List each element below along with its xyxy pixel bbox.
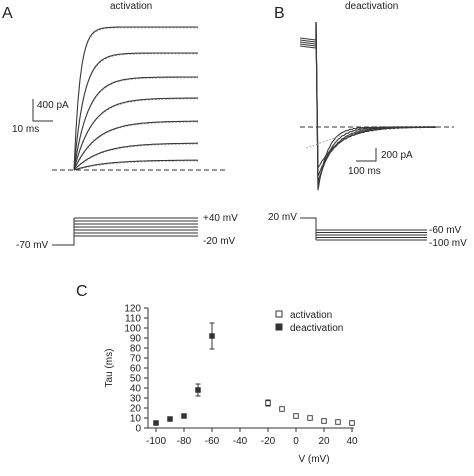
- x-tick-label: -40: [233, 436, 248, 447]
- activation-fit-7: [77, 160, 198, 170]
- activation-fit-3: [77, 77, 198, 148]
- y-tick-label: 0: [135, 424, 141, 435]
- legend-label-deactivation: deactivation: [290, 323, 343, 334]
- deactivation-trace-4: [299, 21, 437, 177]
- legend-label-activation: activation: [290, 310, 332, 321]
- panel-b-letter: B: [274, 5, 285, 22]
- panel-b-title: deactivation: [345, 1, 398, 12]
- activation-trace-6: [73, 142, 198, 171]
- activation-point: [265, 400, 271, 406]
- legend-marker-deactivation: [275, 323, 283, 331]
- y-tick-label: 120: [124, 304, 141, 315]
- deactivation-trace-5: [299, 21, 437, 169]
- activation-protocol: [52, 217, 198, 246]
- deactivation-trace-2: [299, 21, 437, 187]
- y-axis-label: Tau (ms): [104, 349, 115, 388]
- panel-a-title: activation: [110, 1, 152, 12]
- x-tick-label: 40: [346, 436, 358, 447]
- panel-c-letter: C: [76, 283, 88, 300]
- deactivation-scale-x-label: 100 ms: [348, 166, 381, 177]
- deactivation-point: [181, 413, 187, 419]
- activation-top-label: +40 mV: [203, 213, 238, 224]
- deactivation-scale-bar: [356, 148, 377, 162]
- activation-point: [321, 418, 327, 424]
- deactivation-protocol: [300, 217, 427, 241]
- x-tick-label: -60: [205, 436, 220, 447]
- deactivation-point: [209, 333, 215, 339]
- y-tick-label: 20: [130, 404, 142, 415]
- deactivation-trace-3: [299, 21, 437, 183]
- activation-trace-5: [73, 120, 198, 171]
- y-tick-label: 40: [130, 384, 142, 395]
- legend-marker-activation: [275, 310, 283, 318]
- y-tick-label: 90: [130, 334, 142, 345]
- activation-bottom-label: -20 mV: [203, 236, 236, 247]
- panel-a-letter: A: [2, 5, 13, 22]
- y-tick-label: 50: [130, 374, 142, 385]
- deactivation-current-traces: [299, 21, 437, 191]
- activation-hold-label: -70 mV: [16, 240, 49, 251]
- activation-trace-2: [73, 52, 198, 171]
- x-tick-label: -100: [146, 436, 166, 447]
- activation-fit-5: [77, 121, 198, 163]
- activation-trace-4: [73, 97, 198, 171]
- activation-scale-x-label: 10 ms: [12, 124, 39, 135]
- activation-fit-1: [77, 27, 198, 102]
- deactivation-scale-y-label: 200 pA: [381, 150, 413, 161]
- deactivation-fit: [305, 135, 341, 149]
- y-tick-label: 30: [130, 394, 142, 405]
- y-tick-label: 110: [125, 314, 141, 325]
- activation-trace-3: [73, 76, 198, 171]
- x-tick-label: -20: [261, 436, 276, 447]
- tau-vs-voltage-chart: -100 -80 -60 -40 -20 0 20 400102030405060708090…: [104, 304, 358, 466]
- deactivation-point: [153, 420, 159, 426]
- deactivation-top-label: -60 mV: [429, 225, 462, 236]
- activation-current-traces: [73, 26, 198, 171]
- deactivation-point: [167, 416, 173, 422]
- activation-scale-y-label: 400 pA: [37, 100, 69, 111]
- activation-fit-4: [77, 98, 198, 157]
- activation-scale-bar: [32, 99, 53, 122]
- y-tick-label: 60: [130, 364, 142, 375]
- x-tick-label: 0: [293, 436, 299, 447]
- activation-point: [279, 406, 285, 412]
- y-tick-label: 10: [130, 414, 142, 425]
- activation-trace-7: [73, 159, 198, 171]
- activation-fit-6: [77, 143, 198, 168]
- y-tick-label: 80: [130, 344, 142, 355]
- y-tick-label: 70: [130, 354, 142, 365]
- activation-point: [293, 413, 299, 419]
- deactivation-hold-label: 20 mV: [268, 212, 297, 223]
- deactivation-bottom-label: -100 mV: [429, 238, 467, 249]
- activation-point: [335, 419, 341, 425]
- activation-protocol-hold: [52, 236, 75, 246]
- x-tick-label: -80: [177, 436, 192, 447]
- activation-point: [349, 420, 355, 426]
- x-tick-label: 20: [318, 436, 330, 447]
- deactivation-protocol-hold: [300, 217, 317, 230]
- y-tick-label: 100: [124, 324, 141, 335]
- deactivation-point: [195, 387, 201, 393]
- activation-trace-1: [73, 26, 198, 171]
- activation-point: [307, 415, 313, 421]
- x-axis-label: V (mV): [298, 454, 329, 465]
